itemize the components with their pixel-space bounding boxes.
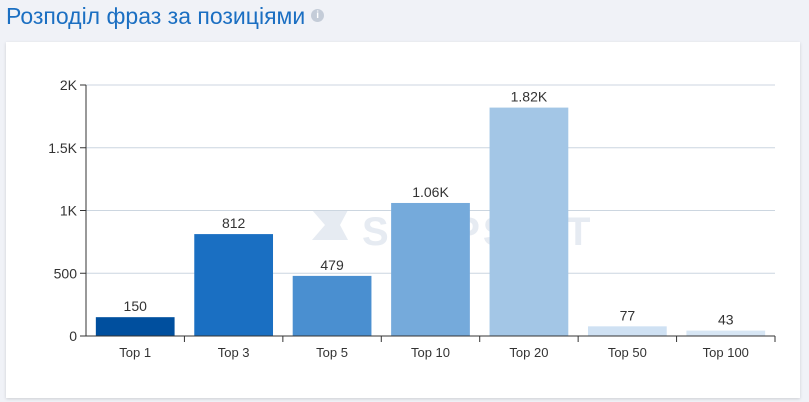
bar-top-1	[95, 317, 175, 336]
x-tick-label: Top 10	[411, 345, 450, 360]
bar-top-100	[686, 330, 766, 336]
x-tick-label: Top 100	[703, 345, 749, 360]
y-tick-label: 500	[54, 265, 78, 281]
data-label: 1.06K	[412, 184, 449, 200]
page-title: Розподіл фраз за позиціями i	[6, 3, 325, 30]
title-text: Розподіл фраз за позиціями	[6, 3, 306, 29]
x-tick-label: Top 50	[608, 345, 647, 360]
bar-top-50	[587, 326, 667, 336]
x-tick-label: Top 20	[509, 345, 548, 360]
data-label: 77	[620, 307, 636, 323]
watermark-logo-icon	[312, 210, 348, 240]
bar-top-5	[292, 275, 372, 336]
y-tick-label: 1.5K	[48, 140, 77, 156]
info-icon[interactable]: i	[311, 9, 325, 23]
y-tick-label: 0	[69, 328, 77, 344]
bar-top-3	[194, 234, 274, 336]
data-label: 479	[320, 257, 344, 273]
data-label: 43	[718, 312, 734, 328]
bar-top-10	[391, 202, 470, 336]
data-label: 150	[124, 298, 148, 314]
x-tick-label: Top 5	[316, 345, 348, 360]
data-label: 812	[222, 215, 246, 231]
bar-top-20	[489, 107, 569, 336]
y-tick-label: 1K	[60, 203, 78, 219]
x-tick-label: Top 1	[119, 345, 151, 360]
x-tick-label: Top 3	[218, 345, 250, 360]
data-label: 1.82K	[511, 89, 548, 105]
y-tick-label: 2K	[60, 77, 78, 93]
